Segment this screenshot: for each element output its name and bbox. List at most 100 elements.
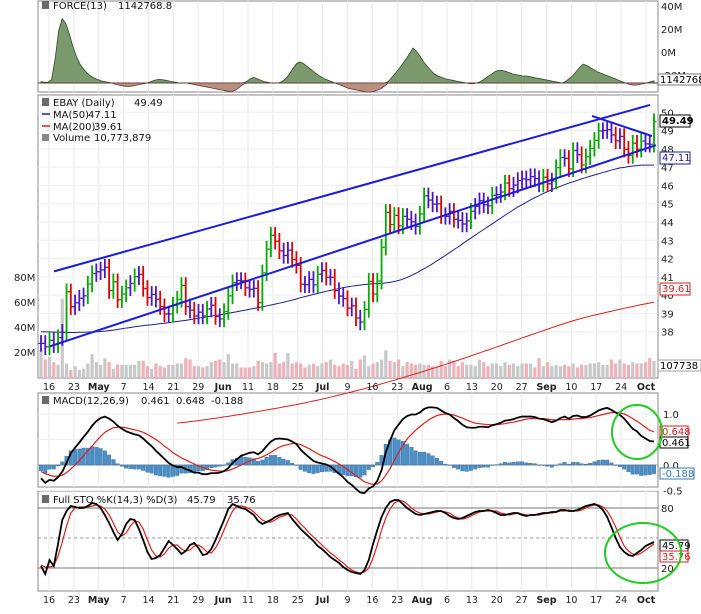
macd-histogram-bar bbox=[115, 463, 120, 466]
svg-text:39.61: 39.61 bbox=[662, 284, 691, 295]
macd-histogram-bar bbox=[647, 464, 652, 475]
macd-histogram-bar bbox=[222, 464, 226, 466]
macd-histogram-bar bbox=[213, 464, 218, 468]
macd-histogram-bar bbox=[507, 462, 512, 466]
macd-histogram-bar bbox=[43, 464, 48, 474]
macd-histogram-bar bbox=[102, 450, 107, 466]
volume-bar bbox=[499, 366, 503, 378]
svg-text:35.76: 35.76 bbox=[662, 552, 691, 563]
macd-histogram-bar bbox=[400, 440, 405, 466]
price-bars bbox=[38, 113, 657, 356]
volume-bar bbox=[277, 363, 281, 378]
macd-histogram-bar bbox=[94, 446, 99, 466]
price-y-tick: 44 bbox=[661, 218, 674, 229]
volume-bar bbox=[137, 360, 141, 378]
trendline bbox=[591, 114, 653, 138]
volume-bar bbox=[511, 363, 516, 378]
macd-histogram-bar bbox=[277, 457, 282, 466]
volume-bar bbox=[260, 362, 264, 378]
macd-histogram-bar bbox=[77, 448, 82, 466]
macd-histogram-bar bbox=[630, 464, 635, 475]
macd-histogram-bar bbox=[609, 462, 614, 466]
macd-histogram-bar bbox=[635, 464, 639, 475]
sto-y-tick: 20 bbox=[661, 564, 674, 575]
macd-value: 0.461 bbox=[141, 396, 170, 407]
volume-bar bbox=[184, 358, 188, 378]
volume-bar bbox=[550, 366, 554, 378]
macd-histogram-bar bbox=[85, 447, 90, 466]
macd-histogram-bar bbox=[281, 458, 286, 466]
x-tick-label: 24 bbox=[615, 595, 627, 606]
x-tick-label: 23 bbox=[391, 595, 403, 606]
macd-histogram-bar bbox=[447, 464, 452, 466]
macd-title: MACD(12,26,9) bbox=[53, 396, 129, 407]
macd-histogram-bar bbox=[541, 464, 546, 466]
volume-last-box: 107738 bbox=[657, 359, 701, 372]
macd-histogram-bar bbox=[302, 464, 307, 472]
macd-histogram-bar bbox=[119, 464, 124, 467]
macd-histogram-bar bbox=[175, 464, 180, 476]
macd-histogram-bar bbox=[549, 464, 554, 468]
volume-y-tick: 80M bbox=[14, 273, 35, 284]
volume-bar bbox=[524, 363, 528, 378]
svg-text:107738: 107738 bbox=[660, 361, 698, 372]
x-tick-label: 11 bbox=[242, 595, 254, 606]
x-tick-label: 25 bbox=[292, 382, 304, 393]
volume-legend-icon bbox=[42, 134, 49, 141]
macd-histogram-bar bbox=[460, 464, 465, 472]
x-tick-label: 10 bbox=[565, 382, 577, 393]
macd-histogram-bar bbox=[490, 464, 495, 466]
macd-last-boxes: 0.648 0.461 -0.188 bbox=[659, 425, 695, 480]
macd-histogram-bar bbox=[443, 463, 448, 466]
macd-histogram-bar bbox=[243, 457, 248, 466]
x-tick-label: 20 bbox=[491, 595, 503, 606]
macd-histogram-bar bbox=[260, 459, 265, 466]
macd-histogram-bar bbox=[426, 453, 431, 466]
macd-signal-line bbox=[40, 411, 655, 485]
volume-bar bbox=[537, 358, 541, 378]
volume-legend-value: 10,773,879 bbox=[94, 133, 151, 144]
volume-bar bbox=[639, 363, 643, 378]
price-y-tick: 46 bbox=[661, 181, 674, 192]
macd-histogram-bar bbox=[537, 464, 542, 466]
macd-histogram-bar bbox=[196, 464, 201, 472]
volume-bar bbox=[384, 350, 388, 378]
sto-last-boxes: 45.79 35.76 bbox=[659, 539, 691, 563]
macd-histogram-bar bbox=[264, 457, 269, 466]
volume-bar bbox=[333, 364, 337, 378]
macd-histogram-bar bbox=[600, 459, 605, 466]
x-tick-label: 9 bbox=[344, 595, 350, 606]
sto-y-tick: 80 bbox=[661, 504, 674, 515]
macd-histogram-bar bbox=[268, 455, 273, 466]
x-tick-label: 14 bbox=[142, 595, 154, 606]
svg-text:-0.188: -0.188 bbox=[662, 469, 694, 480]
price-y-tick: 39 bbox=[661, 309, 674, 320]
ma50-last-box: 47.11 bbox=[659, 151, 691, 165]
volume-bar bbox=[379, 359, 384, 378]
macd-histogram-bar bbox=[145, 464, 150, 473]
x-tick-label: 6 bbox=[444, 595, 450, 606]
volume-bar bbox=[439, 360, 443, 378]
volume-bar bbox=[354, 368, 358, 378]
volume-bar bbox=[86, 363, 90, 378]
volume-bar bbox=[230, 363, 235, 378]
macd-histogram-bar bbox=[503, 462, 507, 466]
x-tick-label: 23 bbox=[68, 382, 80, 393]
macd-histogram-bar bbox=[566, 463, 571, 466]
volume-bar bbox=[141, 360, 145, 378]
macd-histogram-bar bbox=[494, 464, 499, 466]
x-tick-label: Aug bbox=[412, 382, 433, 393]
volume-bar bbox=[465, 364, 469, 378]
force-latest: 1142768.8 bbox=[118, 1, 172, 12]
force-legend-icon bbox=[42, 1, 49, 9]
ma200-legend-label: MA(200) bbox=[53, 122, 95, 133]
macd-histogram-bar bbox=[430, 455, 435, 466]
volume-bar bbox=[545, 362, 550, 378]
sto-legend-icon bbox=[42, 495, 49, 503]
volume-bar bbox=[196, 366, 201, 378]
price-y-tick: 41 bbox=[661, 273, 674, 284]
volume-bar bbox=[213, 360, 218, 378]
macd-histogram-bar bbox=[405, 444, 410, 466]
volume-bar bbox=[648, 358, 652, 378]
macd-histogram-bar bbox=[617, 464, 622, 467]
